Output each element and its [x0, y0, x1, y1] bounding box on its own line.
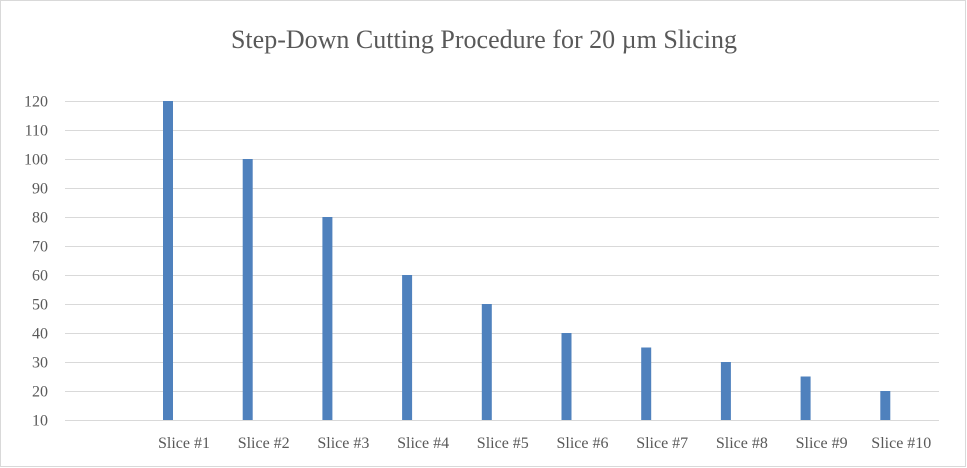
bar-slice-1: [163, 101, 173, 420]
x-axis-ticks: Slice #1 Slice #2 Slice #3 Slice #4 Slice #5…: [158, 435, 931, 452]
bar-slice-5: [481, 304, 492, 420]
y-tick-label: 110: [25, 123, 48, 140]
x-tick-label: Slice #5: [477, 435, 529, 452]
bar-slice-6: [561, 333, 572, 420]
bar-slice-3: [322, 217, 333, 420]
x-tick-label: Slice #4: [397, 435, 449, 452]
y-tick-label: 20: [32, 384, 48, 401]
y-tick-label: 70: [32, 239, 48, 256]
y-tick-label: 100: [24, 152, 48, 169]
y-tick-label: 60: [32, 268, 48, 285]
bar-slice-10: [880, 391, 891, 420]
bars: [163, 101, 891, 420]
y-tick-label: 10: [32, 413, 48, 430]
x-tick-label: Slice #1: [158, 435, 210, 452]
chart-title: Step-Down Cutting Procedure for 20 µm Sl…: [230, 25, 738, 54]
x-tick-label: Slice #2: [238, 435, 290, 452]
x-tick-label: Slice #9: [796, 435, 848, 452]
bar-slice-9: [800, 376, 811, 420]
y-tick-label: 30: [32, 355, 48, 372]
bar-slice-4: [402, 275, 413, 420]
bar-slice-2: [242, 159, 253, 420]
y-tick-label: 50: [32, 297, 48, 314]
bar-slice-8: [720, 362, 731, 420]
bar-slice-7: [641, 347, 652, 420]
y-tick-label: 80: [32, 210, 48, 227]
y-tick-label: 90: [32, 181, 48, 198]
x-tick-label: Slice #10: [871, 435, 931, 452]
x-tick-label: Slice #8: [716, 435, 768, 452]
y-axis-ticks: 10 20 30 40 50 60 70 80 90 100 110 120: [24, 94, 48, 430]
x-tick-label: Slice #3: [317, 435, 369, 452]
gridlines: [65, 101, 939, 421]
x-tick-label: Slice #7: [636, 435, 688, 452]
y-tick-label: 40: [32, 326, 48, 343]
y-tick-label: 120: [24, 94, 48, 111]
x-tick-label: Slice #6: [557, 435, 609, 452]
